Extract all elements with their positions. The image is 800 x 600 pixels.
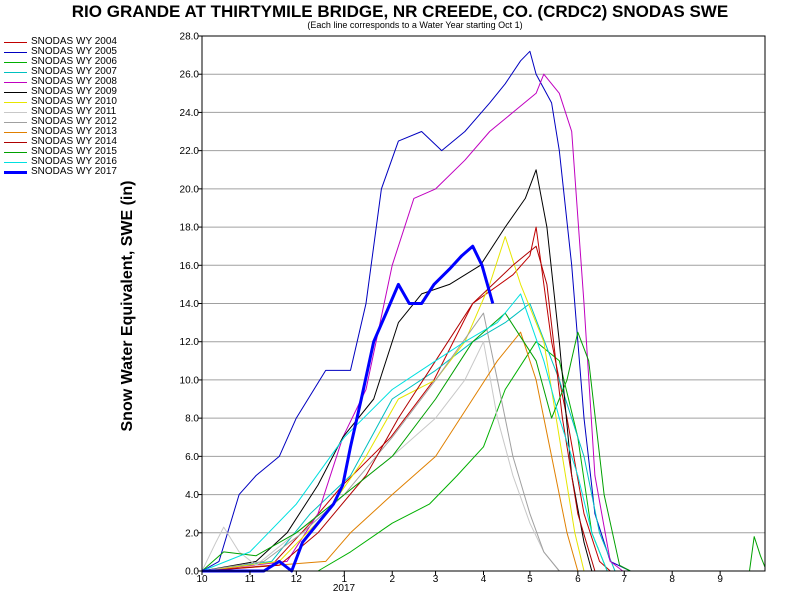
legend-label: SNODAS WY 2016 bbox=[31, 156, 117, 167]
x-tick-label: 11 bbox=[245, 574, 256, 585]
series-line-snodas-wy-2005 bbox=[201, 50, 631, 572]
legend-item: SNODAS WY 2005 bbox=[4, 47, 164, 57]
legend-label: SNODAS WY 2013 bbox=[31, 126, 117, 137]
series-layer bbox=[201, 50, 766, 573]
series-line-snodas-wy-2010 bbox=[201, 236, 585, 572]
y-tick-label: 4.0 bbox=[185, 490, 199, 501]
legend-swatch bbox=[4, 170, 27, 174]
x-ticks: 10 11 12 1 2 3 4 5 6 7 8 9 bbox=[196, 571, 723, 585]
legend-label: SNODAS WY 2017 bbox=[31, 166, 117, 177]
legend-item: SNODAS WY 2008 bbox=[4, 77, 164, 87]
x-tick-label: 9 bbox=[717, 574, 723, 585]
legend-swatch bbox=[4, 111, 27, 113]
legend-item: SNODAS WY 2011 bbox=[4, 107, 164, 117]
y-tick-label: 2.0 bbox=[185, 528, 199, 539]
x-tick-label: 2 bbox=[389, 574, 395, 585]
y-tick-label: 14.0 bbox=[180, 299, 200, 310]
y-tick-label: 16.0 bbox=[180, 261, 200, 272]
series-line-snodas-wy-2017 bbox=[202, 244, 495, 573]
x-tick-label: 12 bbox=[291, 574, 303, 585]
legend-label: SNODAS WY 2006 bbox=[31, 56, 117, 67]
x-tick-label: 5 bbox=[527, 574, 533, 585]
legend-item: SNODAS WY 2007 bbox=[4, 67, 164, 77]
x-tick-label: 10 bbox=[196, 574, 208, 585]
y-tick-label: 24.0 bbox=[180, 108, 200, 119]
y-tick-label: 8.0 bbox=[185, 414, 199, 425]
y-tick-label: 20.0 bbox=[180, 184, 200, 195]
legend-swatch bbox=[4, 51, 27, 53]
series-line-snodas-wy-2014 bbox=[201, 245, 596, 572]
legend-item: SNODAS WY 2013 bbox=[4, 127, 164, 137]
series-line-snodas-wy-2011 bbox=[201, 341, 560, 572]
legend-swatch bbox=[4, 81, 27, 83]
legend-label: SNODAS WY 2007 bbox=[31, 66, 117, 77]
x-year-label: 2017 bbox=[333, 583, 356, 594]
legend-item: SNODAS WY 2015 bbox=[4, 147, 164, 157]
series-line-snodas-wy-2004 bbox=[201, 226, 611, 572]
legend-label: SNODAS WY 2010 bbox=[31, 96, 117, 107]
legend-label: SNODAS WY 2012 bbox=[31, 116, 117, 127]
legend-label: SNODAS WY 2011 bbox=[31, 106, 117, 117]
series-line-snodas-wy-2012 bbox=[201, 312, 560, 572]
y-tick-label: 18.0 bbox=[180, 223, 200, 234]
legend-item: SNODAS WY 2016 bbox=[4, 157, 164, 167]
legend: SNODAS WY 2004 SNODAS WY 2005 SNODAS WY 20… bbox=[4, 37, 164, 177]
x-tick-label: 7 bbox=[621, 574, 627, 585]
y-tick-label: 10.0 bbox=[180, 375, 200, 386]
legend-swatch bbox=[4, 61, 27, 63]
legend-label: SNODAS WY 2005 bbox=[31, 46, 117, 57]
legend-swatch bbox=[4, 151, 27, 153]
y-tick-label: 12.0 bbox=[180, 337, 200, 348]
legend-item: SNODAS WY 2010 bbox=[4, 97, 164, 107]
y-tick-label: 0.0 bbox=[185, 567, 199, 578]
legend-label: SNODAS WY 2008 bbox=[31, 76, 117, 87]
legend-label: SNODAS WY 2009 bbox=[31, 86, 117, 97]
y-ticks: 0.0 2.0 4.0 6.0 8.0 10.0 12.0 14.0 16.0 18.0 20.0 2… bbox=[180, 32, 202, 578]
legend-item: SNODAS WY 2009 bbox=[4, 87, 164, 97]
series-line-snodas-wy-2016 bbox=[201, 293, 608, 572]
legend-item: SNODAS WY 2006 bbox=[4, 57, 164, 67]
chart-title: RIO GRANDE AT THIRTYMILE BRIDGE, NR CREE… bbox=[71, 2, 729, 21]
grid-lines bbox=[202, 73, 765, 534]
legend-swatch bbox=[4, 71, 27, 73]
legend-swatch bbox=[4, 141, 27, 143]
legend-label: SNODAS WY 2004 bbox=[31, 36, 117, 47]
legend-swatch bbox=[4, 131, 27, 133]
legend-swatch bbox=[4, 101, 27, 103]
legend-label: SNODAS WY 2014 bbox=[31, 136, 117, 147]
series-line-snodas-wy-2009 bbox=[201, 169, 593, 572]
y-tick-label: 22.0 bbox=[180, 146, 200, 157]
x-tick-label: 1 bbox=[342, 574, 348, 585]
x-tick-label: 6 bbox=[575, 574, 581, 585]
legend-item: SNODAS WY 2012 bbox=[4, 117, 164, 127]
legend-label: SNODAS WY 2015 bbox=[31, 146, 117, 157]
legend-item: SNODAS WY 2014 bbox=[4, 137, 164, 147]
chart-subtitle: (Each line corresponds to a Water Year s… bbox=[307, 20, 523, 30]
series-line-snodas-wy-2013 bbox=[201, 331, 579, 572]
x-tick-label: 3 bbox=[433, 574, 439, 585]
y-tick-label: 28.0 bbox=[180, 32, 200, 43]
legend-swatch bbox=[4, 121, 27, 123]
legend-swatch bbox=[4, 41, 27, 43]
y-tick-label: 26.0 bbox=[180, 70, 200, 81]
series-line-snodas-wy-2007 bbox=[201, 303, 616, 572]
y-tick-label: 6.0 bbox=[185, 452, 199, 463]
legend-swatch bbox=[4, 161, 27, 163]
legend-swatch bbox=[4, 91, 27, 93]
x-tick-label: 4 bbox=[481, 574, 487, 585]
legend-item: SNODAS WY 2004 bbox=[4, 37, 164, 47]
x-tick-label: 8 bbox=[669, 574, 675, 585]
legend-item: SNODAS WY 2017 bbox=[4, 167, 164, 177]
